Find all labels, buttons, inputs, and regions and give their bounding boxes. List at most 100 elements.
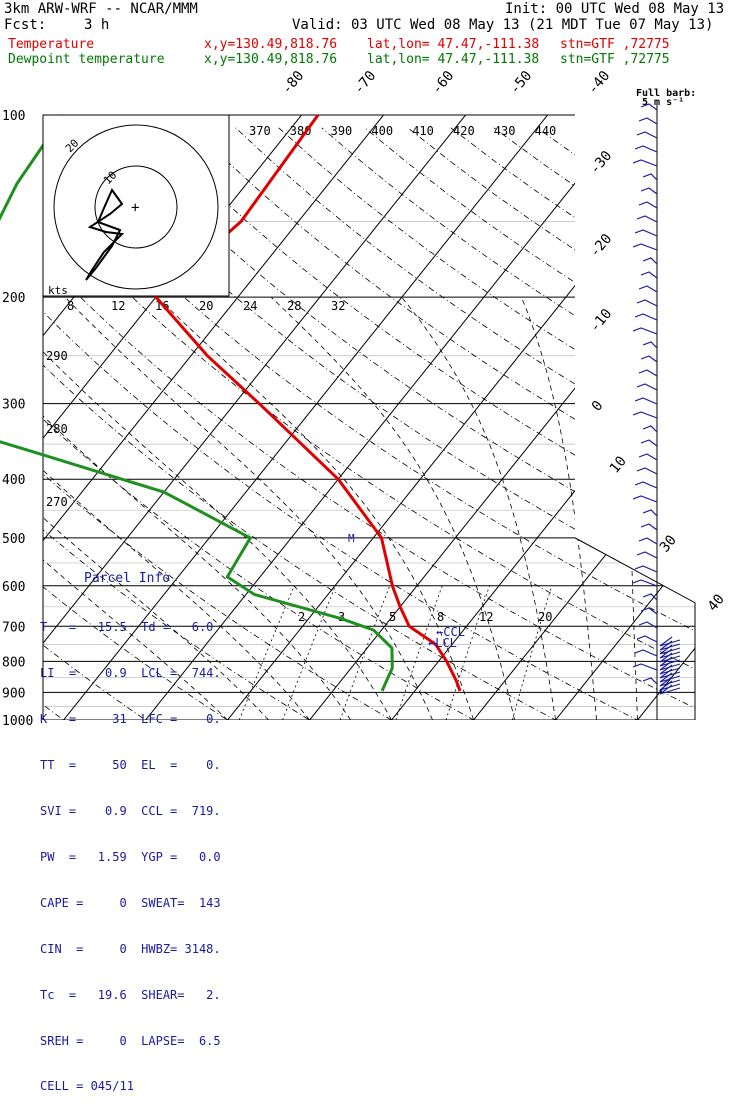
mixing-ratio-bottom-label: 2	[298, 610, 305, 624]
pressure-tick-label: 500	[2, 532, 25, 547]
isotherm-label: 30	[657, 532, 680, 555]
mixing-ratio-bottom-label: 5	[389, 610, 396, 624]
isotherm-label: -80	[279, 68, 308, 98]
wind-barb	[633, 664, 657, 670]
wind-barb	[635, 146, 657, 152]
pressure-tick-label: 600	[2, 580, 25, 595]
parcel-row: PW = 1.59 YGP = 0.0	[40, 850, 230, 865]
isotherm-label: -70	[351, 68, 380, 98]
hodo-unit: kts	[48, 284, 68, 297]
isotherm-label: 10	[607, 453, 630, 476]
pressure-tick-label: 900	[2, 686, 25, 701]
theta-e-label: 420	[453, 124, 475, 138]
wind-barb	[637, 216, 657, 222]
isotherm-line	[463, 102, 740, 733]
mixing-ratio-top-label: 28	[287, 299, 301, 313]
hodo-center: +	[131, 200, 139, 216]
isotherm-line	[299, 102, 740, 733]
mixing-ratio-top-label: 12	[111, 299, 125, 313]
isotherm-label: -30	[587, 148, 616, 178]
parcel-row: TT = 50 EL = 0.	[40, 758, 230, 773]
theta-label: 280	[46, 422, 68, 436]
parcel-row: CELL = 045/11	[40, 1079, 230, 1094]
wind-barb	[633, 412, 657, 418]
moist-adiabat-line	[615, 297, 637, 720]
wind-barb	[635, 482, 657, 488]
wind-barb	[635, 566, 657, 572]
isotherm-label: 0	[589, 398, 607, 415]
wind-barb	[635, 314, 657, 320]
mixing-ratio-line	[340, 586, 390, 720]
wind-barb	[637, 384, 657, 390]
theta-label: 270	[46, 495, 68, 509]
theta-e-label: 370	[249, 124, 271, 138]
wind-barb	[639, 454, 657, 460]
parcel-info-panel: Parcel Info T = 15.5 Td = 6.0 LI = 0.9 L…	[40, 540, 230, 1110]
wind-barb	[641, 272, 657, 278]
dry-adiabat-line	[408, 128, 740, 733]
theta-e-label: 400	[371, 124, 393, 138]
pressure-tick-label: 100	[2, 109, 25, 124]
mixing-ratio-bottom-label: 12	[479, 610, 493, 624]
wind-barb	[641, 188, 657, 194]
isotherm-label: 40	[705, 591, 728, 614]
wind-barb	[637, 300, 657, 306]
theta-e-label: 440	[535, 124, 557, 138]
isotherm-label: -50	[507, 68, 536, 98]
wind-barb	[643, 510, 657, 516]
mixing-ratio-top-label: 32	[331, 299, 345, 313]
mixing-ratio-bottom-label: 8	[437, 610, 444, 624]
theta-e-label: 430	[494, 124, 516, 138]
wind-barb	[643, 342, 657, 348]
pressure-tick-label: 300	[2, 398, 25, 413]
wind-barb	[639, 118, 657, 124]
isotherm-label: -20	[587, 231, 616, 261]
isotherm-line	[545, 102, 740, 733]
isotherm-line	[217, 102, 722, 733]
parcel-row: CIN = 0 HWBZ= 3148.	[40, 942, 230, 957]
pressure-tick-label: 700	[2, 620, 25, 635]
wind-barb	[633, 328, 657, 334]
wind-barb	[639, 622, 657, 628]
wind-barb	[637, 552, 657, 558]
mixing-ratio-top-label: 20	[199, 299, 213, 313]
pressure-tick-label: 400	[2, 473, 25, 488]
dry-adiabat-line	[365, 128, 740, 733]
dry-adiabat-line	[236, 128, 740, 733]
dry-adiabat-line	[494, 128, 740, 733]
mixing-ratio-line	[396, 586, 442, 720]
wind-barb	[637, 468, 657, 474]
wind-barb	[641, 524, 657, 530]
wind-barb	[635, 230, 657, 236]
parcel-row: Tc = 19.6 SHEAR= 2.	[40, 988, 230, 1003]
isotherm-label: -40	[585, 68, 614, 98]
wind-barb	[635, 650, 657, 656]
dry-adiabat-line	[451, 128, 740, 733]
isotherm-label: -60	[429, 68, 458, 98]
wind-barb	[643, 258, 657, 264]
wind-barb	[635, 398, 657, 404]
isotherm-label: -10	[587, 306, 616, 336]
level-marker: M	[348, 532, 355, 545]
moist-adiabat-line	[521, 297, 596, 720]
wind-barb	[643, 594, 657, 600]
isotherm-line	[709, 102, 740, 733]
parcel-row: SREH = 0 LAPSE= 6.5	[40, 1034, 230, 1049]
parcel-row: CAPE = 0 SWEAT= 143	[40, 896, 230, 911]
wind-barb	[639, 538, 657, 544]
wind-barb	[633, 160, 657, 166]
theta-e-label: 410	[412, 124, 434, 138]
lcl-marker: ↤LCL	[428, 636, 457, 650]
pressure-tick-label: 200	[2, 291, 25, 306]
wind-barb	[633, 580, 657, 586]
theta-e-label: 390	[331, 124, 353, 138]
parcel-row: T = 15.5 Td = 6.0	[40, 620, 230, 635]
mixing-ratio-line	[239, 586, 294, 720]
dry-adiabat-line	[580, 128, 740, 733]
wind-barb	[639, 370, 657, 376]
parcel-row: K = 31 LFC = 0.	[40, 712, 230, 727]
dry-adiabat-line	[193, 128, 740, 733]
hodograph: 20 10 + kts	[43, 115, 229, 297]
wind-barb	[639, 202, 657, 208]
wind-barb	[643, 426, 657, 432]
